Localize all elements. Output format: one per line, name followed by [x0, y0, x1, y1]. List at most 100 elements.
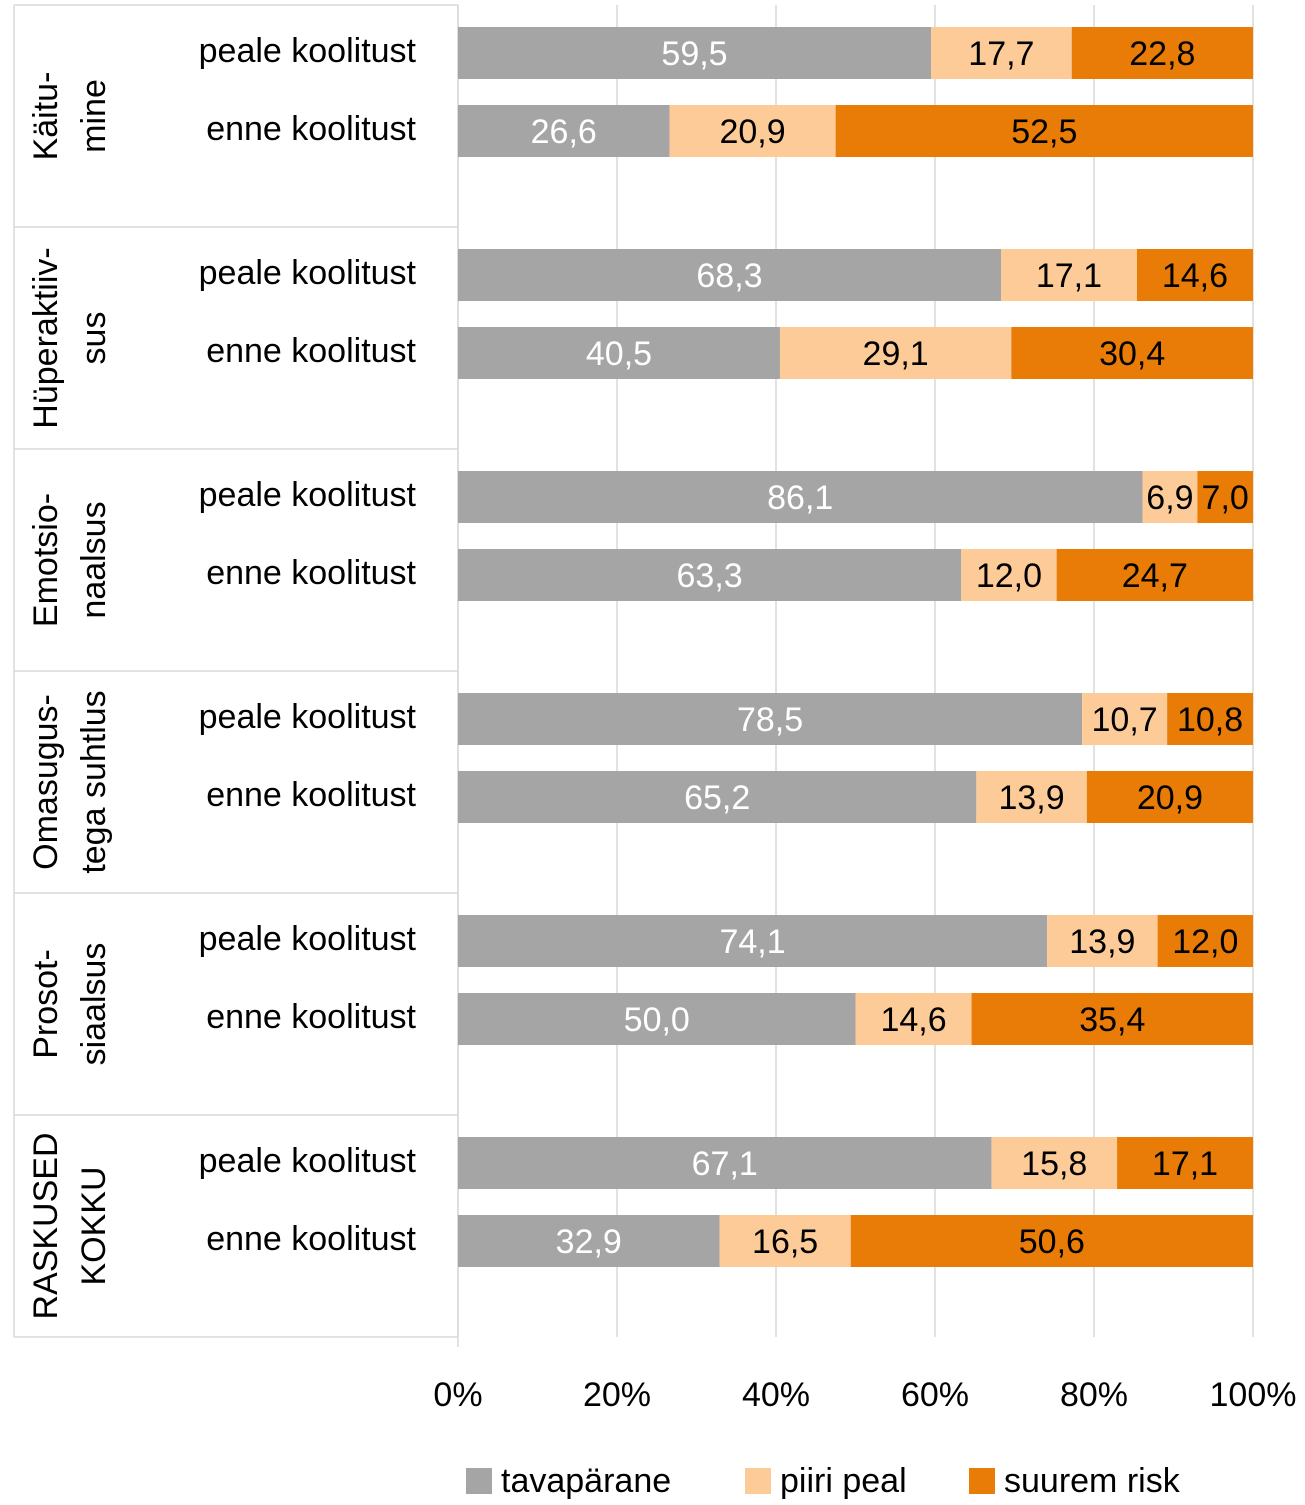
legend-label: tavapärane [501, 1462, 671, 1500]
x-tick-label: 100% [1210, 1376, 1297, 1414]
bar-segment-suurem-risk [1117, 1137, 1253, 1189]
data-label: 17,7 [968, 35, 1034, 73]
bar-segment-tavapärane [458, 693, 1083, 745]
bar-segment-piiri-peal [976, 771, 1087, 823]
data-label: 50,0 [624, 1001, 690, 1039]
group-label: Emotsio- [27, 493, 65, 627]
data-label: 50,6 [1019, 1223, 1085, 1261]
legend-swatch [745, 1468, 771, 1494]
bar-segment-suurem-risk [1136, 249, 1253, 301]
data-label: 20,9 [1137, 779, 1203, 817]
bar-segment-suurem-risk [1011, 327, 1253, 379]
group-label: tega suhtlus [75, 690, 113, 873]
data-label: 12,0 [1172, 923, 1238, 961]
data-label: 6,9 [1146, 479, 1193, 517]
bar-segment-tavapärane [458, 915, 1048, 967]
group-label: Omasugus- [27, 694, 65, 870]
data-label: 13,9 [998, 779, 1064, 817]
data-label: 10,8 [1177, 701, 1243, 739]
x-tick-label: 20% [583, 1376, 651, 1414]
bar-segment-tavapärane [458, 1215, 720, 1267]
bar-segment-piiri-peal [719, 1215, 851, 1267]
legend-swatch [969, 1468, 995, 1494]
group-label: Käitu- [27, 72, 65, 161]
bar-segment-suurem-risk [1071, 27, 1253, 79]
bar-segment-piiri-peal [779, 327, 1012, 379]
data-label: 10,7 [1092, 701, 1158, 739]
bar-segment-piiri-peal [961, 549, 1057, 601]
bar-segment-tavapärane [458, 471, 1143, 523]
data-label: 17,1 [1152, 1145, 1218, 1183]
bar-segment-suurem-risk [1167, 693, 1253, 745]
bar-segment-suurem-risk [1056, 549, 1253, 601]
bar-segment-suurem-risk [971, 993, 1253, 1045]
group-label: Hüperaktiiv- [27, 247, 65, 428]
data-label: 29,1 [863, 335, 929, 373]
bar-segment-suurem-risk [835, 105, 1253, 157]
bar-segment-suurem-risk [1157, 915, 1253, 967]
data-label: 12,0 [976, 557, 1042, 595]
bar-segment-piiri-peal [1142, 471, 1198, 523]
data-label: 40,5 [586, 335, 652, 373]
bar-segment-tavapärane [458, 327, 780, 379]
category-label: enne koolitust [206, 110, 416, 148]
category-label: peale koolitust [199, 920, 417, 958]
category-label: peale koolitust [199, 476, 417, 514]
data-label: 78,5 [737, 701, 803, 739]
data-label: 16,5 [752, 1223, 818, 1261]
data-label: 67,1 [692, 1145, 758, 1183]
category-label: enne koolitust [206, 998, 416, 1036]
bar-segment-piiri-peal [991, 1137, 1118, 1189]
bar-segment-tavapärane [458, 105, 670, 157]
bar-segment-piiri-peal [931, 27, 1072, 79]
bar-segment-tavapärane [458, 249, 1001, 301]
bar-segment-piiri-peal [1082, 693, 1168, 745]
data-label: 14,6 [880, 1001, 946, 1039]
category-label: enne koolitust [206, 1220, 416, 1258]
data-label: 24,7 [1122, 557, 1188, 595]
group-label: naalsus [75, 501, 113, 618]
data-label: 63,3 [677, 557, 743, 595]
group-label: mine [75, 79, 113, 153]
bar-segment-piiri-peal [669, 105, 836, 157]
data-label: 35,4 [1079, 1001, 1145, 1039]
data-label: 32,9 [556, 1223, 622, 1261]
legend-swatch [466, 1468, 492, 1494]
category-label: enne koolitust [206, 776, 416, 814]
data-label: 74,1 [719, 923, 785, 961]
bar-segment-piiri-peal [1047, 915, 1158, 967]
bar-segment-tavapärane [458, 549, 962, 601]
category-label: peale koolitust [199, 32, 417, 70]
x-tick-label: 0% [433, 1376, 482, 1414]
category-label: peale koolitust [199, 254, 417, 292]
group-label: sus [75, 312, 113, 365]
group-label: KOKKU [75, 1166, 113, 1285]
x-tick-label: 60% [901, 1376, 969, 1414]
data-label: 68,3 [696, 257, 762, 295]
category-label: enne koolitust [206, 332, 416, 370]
group-label: RASKUSED [27, 1132, 65, 1319]
data-label: 22,8 [1129, 35, 1195, 73]
data-label: 26,6 [531, 113, 597, 151]
group-label: Prosot- [27, 949, 65, 1059]
data-label: 13,9 [1069, 923, 1135, 961]
data-label: 17,1 [1036, 257, 1102, 295]
group-label: siaalsus [75, 943, 113, 1066]
data-label: 20,9 [719, 113, 785, 151]
data-label: 59,5 [661, 35, 727, 73]
bar-segment-suurem-risk [1197, 471, 1253, 523]
bar-segment-suurem-risk [850, 1215, 1253, 1267]
x-tick-label: 40% [742, 1376, 810, 1414]
category-label: peale koolitust [199, 698, 417, 736]
bar-segment-tavapärane [458, 993, 856, 1045]
data-label: 15,8 [1021, 1145, 1087, 1183]
data-label: 14,6 [1162, 257, 1228, 295]
bar-segment-suurem-risk [1086, 771, 1253, 823]
legend-label: piiri peal [780, 1462, 907, 1500]
bar-segment-tavapärane [458, 27, 932, 79]
data-label: 30,4 [1099, 335, 1165, 373]
x-tick-label: 80% [1060, 1376, 1128, 1414]
data-label: 52,5 [1011, 113, 1077, 151]
data-label: 86,1 [767, 479, 833, 517]
